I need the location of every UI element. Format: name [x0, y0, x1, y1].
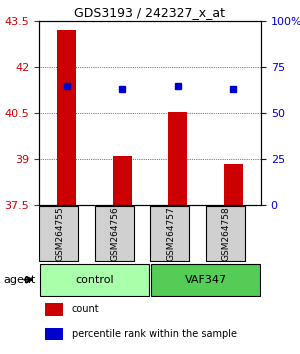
- FancyBboxPatch shape: [40, 264, 149, 296]
- Bar: [224, 164, 243, 205]
- Text: control: control: [75, 275, 114, 285]
- Text: agent: agent: [3, 275, 35, 285]
- FancyBboxPatch shape: [150, 206, 189, 261]
- Bar: [45, 328, 63, 341]
- FancyBboxPatch shape: [151, 264, 260, 296]
- Text: VAF347: VAF347: [184, 275, 226, 285]
- FancyBboxPatch shape: [95, 206, 134, 261]
- Bar: [45, 303, 63, 316]
- Bar: [57, 30, 76, 205]
- Bar: [112, 156, 132, 205]
- Text: GSM264755: GSM264755: [55, 206, 64, 261]
- Text: GSM264757: GSM264757: [166, 206, 175, 261]
- Bar: [168, 112, 188, 205]
- Text: GSM264758: GSM264758: [221, 206, 230, 261]
- Text: percentile rank within the sample: percentile rank within the sample: [72, 329, 237, 339]
- Text: count: count: [72, 304, 100, 314]
- FancyBboxPatch shape: [39, 206, 78, 261]
- Title: GDS3193 / 242327_x_at: GDS3193 / 242327_x_at: [74, 6, 226, 19]
- FancyBboxPatch shape: [206, 206, 245, 261]
- Text: GSM264756: GSM264756: [110, 206, 119, 261]
